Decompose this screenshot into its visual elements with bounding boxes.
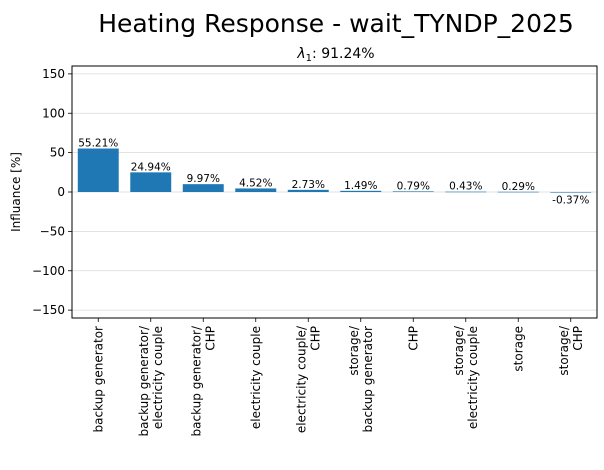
y-tick-label-5: 100 xyxy=(42,106,65,120)
bar-7 xyxy=(445,191,487,193)
y-tick-label-3: 0 xyxy=(57,185,65,199)
x-tick-label-0: backup generator xyxy=(91,326,105,433)
x-tick-label-line: electricity couple xyxy=(249,326,263,429)
x-tick-label-line: storage xyxy=(511,326,525,372)
x-tick-label-line: backup generator xyxy=(361,326,375,433)
x-tick-label-line: electricity couple xyxy=(466,326,480,429)
data-label-2: 9.97% xyxy=(187,173,220,185)
x-tick-label-9: storage/CHP xyxy=(557,325,585,376)
y-tick-label-1: −100 xyxy=(32,264,65,278)
data-label-0: 55.21% xyxy=(78,138,118,150)
subtitle-subscript: 1 xyxy=(306,53,312,64)
x-tick-label-6: CHP xyxy=(406,326,420,351)
x-tick-label-line: CHP xyxy=(203,326,217,351)
x-tick-label-line: backup generator/ xyxy=(137,325,151,436)
bar-1 xyxy=(130,172,172,192)
bar-5 xyxy=(340,190,382,192)
x-tick-label-line: storage/ xyxy=(452,325,466,376)
data-label-7: 0.43% xyxy=(449,181,482,193)
data-labels: 55.21% 24.94% 9.97% 4.52% 2.73% 1.49% 0.79% 0.4… xyxy=(78,138,589,207)
x-tick-label-line: CHP xyxy=(406,326,420,351)
bar-2 xyxy=(182,184,224,192)
data-label-4: 2.73% xyxy=(292,179,325,191)
x-tick-label-line: backup generator/ xyxy=(189,325,203,436)
y-tick-label-4: 50 xyxy=(50,146,65,160)
x-tick-label-line: CHP xyxy=(571,326,585,351)
subtitle-symbol: λ xyxy=(296,46,305,62)
bar-3 xyxy=(235,188,277,192)
bar-8 xyxy=(497,191,539,193)
x-tick-label-2: backup generator/CHP xyxy=(189,325,217,436)
x-tick-label-line: CHP xyxy=(308,326,322,351)
x-tick-label-line: electricity couple/ xyxy=(294,325,308,433)
x-tick-label-3: electricity couple xyxy=(249,326,263,429)
x-tick-label-7: storage/electricity couple xyxy=(452,325,480,429)
data-label-9: -0.37% xyxy=(552,194,589,206)
y-tick-label-0: −150 xyxy=(32,303,65,317)
subtitle-value: : 91.24% xyxy=(312,46,375,62)
chart-subtitle: λ1: 91.24% xyxy=(296,46,374,64)
bar-0 xyxy=(77,148,119,192)
bar-4 xyxy=(287,189,329,192)
x-tick-label-line: storage/ xyxy=(347,325,361,376)
bar-9 xyxy=(550,192,592,193)
x-tick-label-1: backup generator/electricity couple xyxy=(137,325,165,436)
x-tick-label-8: storage xyxy=(511,326,525,372)
bar-6 xyxy=(392,191,434,192)
data-label-6: 0.79% xyxy=(397,180,430,192)
y-tick-label-2: −50 xyxy=(40,224,65,238)
data-label-8: 0.29% xyxy=(502,181,535,193)
x-axis: backup generator backup generator/electri… xyxy=(91,318,585,436)
x-tick-label-line: storage/ xyxy=(557,325,571,376)
x-tick-label-line: backup generator xyxy=(91,326,105,433)
chart-title: Heating Response - wait_TYNDP_2025 xyxy=(98,9,574,38)
x-tick-label-5: storage/backup generator xyxy=(347,325,375,432)
bars xyxy=(77,148,592,193)
x-tick-label-line: electricity couple xyxy=(151,326,165,429)
y-axis: −150 −100 −50 0 50 100 150 xyxy=(32,67,72,317)
x-tick-label-4: electricity couple/CHP xyxy=(294,325,322,433)
data-label-3: 4.52% xyxy=(239,177,272,189)
y-axis-label: Influance [%] xyxy=(9,152,23,232)
y-tick-label-6: 150 xyxy=(42,67,65,81)
data-label-1: 24.94% xyxy=(131,161,171,173)
data-label-5: 1.49% xyxy=(344,180,377,192)
